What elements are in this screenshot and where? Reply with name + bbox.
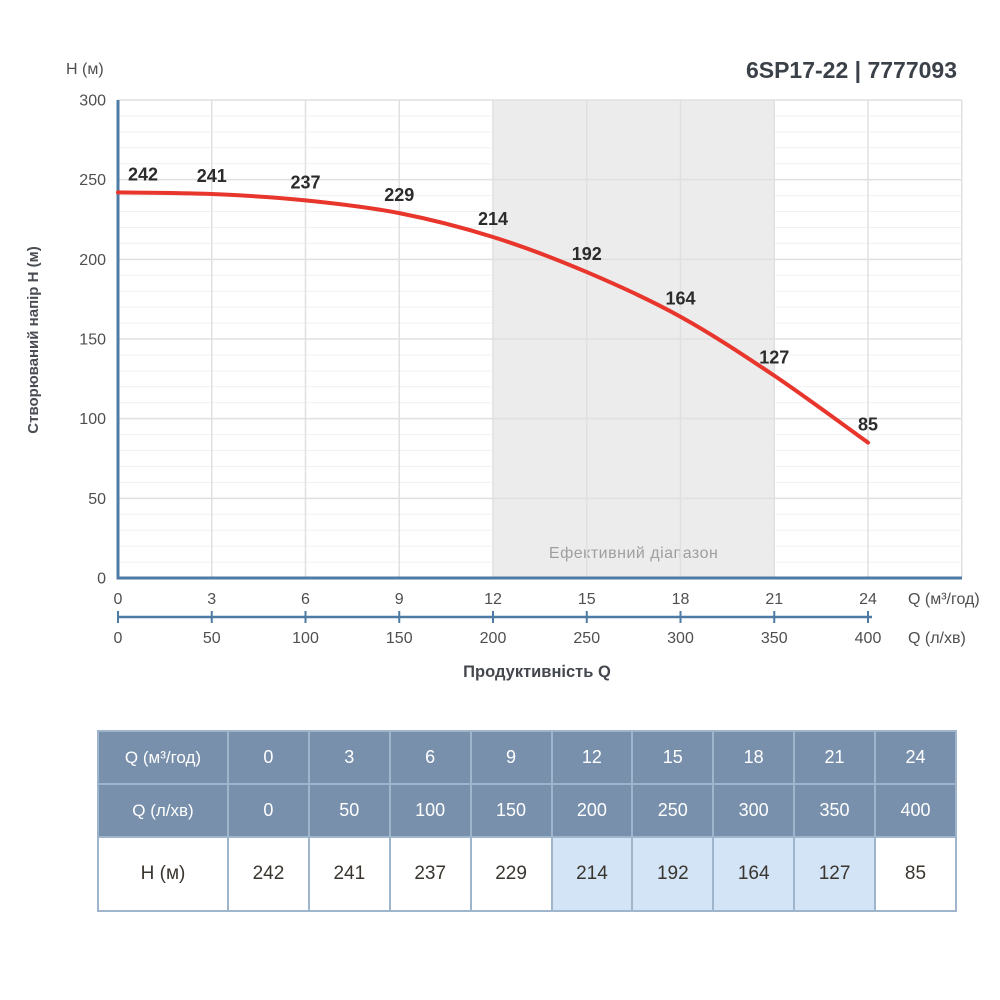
table-cell: 12 — [550, 730, 634, 785]
table-cell: 0 — [227, 730, 310, 785]
x-tick-label-lmin: 150 — [386, 630, 413, 647]
table-cell: 200 — [550, 783, 634, 838]
point-value-label: 241 — [197, 166, 227, 186]
table-cell: 237 — [388, 836, 472, 912]
x-tick-label-lmin: 0 — [114, 630, 123, 647]
x-tick-label-m3h: 24 — [859, 591, 877, 608]
data-table-section: Q (м³/год) 0 3 6 9 12 15 18 21 24 Q (л/хв) 0 50 100 15… — [97, 730, 957, 912]
x-tick-label-m3h: 15 — [578, 591, 596, 608]
point-labels: 242 241 237 229 214 192 164 127 85 — [128, 164, 878, 434]
row-label: Q (л/хв) — [97, 783, 229, 838]
point-value-label: 229 — [384, 185, 414, 205]
x-axis-primary-unit: Q (м³/год) — [908, 591, 980, 608]
y-tick-label: 0 — [97, 571, 106, 588]
hq-curve — [116, 190, 870, 445]
x-axis-title: Продуктивність Q — [463, 663, 611, 681]
table-cell: 250 — [631, 783, 715, 838]
x-tick-label-m3h: 0 — [114, 591, 123, 608]
point-value-label: 242 — [128, 164, 158, 184]
table-cell: 400 — [874, 783, 957, 838]
point-value-label: 164 — [665, 289, 695, 309]
x-tick-label-lmin: 100 — [292, 630, 319, 647]
table-cell: 85 — [874, 836, 957, 912]
y-tick-label: 50 — [88, 491, 106, 508]
x-tick-label-lmin: 400 — [855, 630, 882, 647]
pump-data-table: Q (м³/год) 0 3 6 9 12 15 18 21 24 Q (л/хв) 0 50 100 15… — [97, 730, 957, 912]
x-tick-label-lmin: 250 — [573, 630, 600, 647]
x-tick-label-m3h: 21 — [765, 591, 783, 608]
table-cell: 229 — [469, 836, 553, 912]
table-cell: 0 — [227, 783, 310, 838]
table-cell: 350 — [793, 783, 876, 838]
x-tick-label-m3h: 3 — [207, 591, 216, 608]
table-cell: 9 — [469, 730, 553, 785]
x-tick-label-lmin: 200 — [480, 630, 507, 647]
y-tick-label: 250 — [79, 172, 106, 189]
x-axis-secondary-unit: Q (л/хв) — [908, 630, 966, 647]
y-tick-label: 200 — [79, 252, 106, 269]
hq-curve-path — [116, 190, 870, 445]
table-cell: 100 — [388, 783, 472, 838]
row-label: H (м) — [97, 836, 229, 912]
y-tick-label: 300 — [79, 93, 106, 110]
table-row: Q (м³/год) 0 3 6 9 12 15 18 21 24 — [97, 730, 957, 785]
row-label: Q (м³/год) — [97, 730, 229, 785]
point-value-label: 214 — [478, 209, 508, 229]
table-cell: 6 — [388, 730, 472, 785]
x-tick-label-m3h: 18 — [672, 591, 690, 608]
point-value-label: 237 — [290, 172, 320, 192]
table-cell: 18 — [712, 730, 796, 785]
table-cell: 164 — [712, 836, 796, 912]
y-axis-unit-label: H (м) — [66, 61, 104, 78]
table-row: H (м) 242 241 237 229 214 192 164 127 85 — [97, 836, 957, 912]
x-tick-label-lmin: 50 — [203, 630, 221, 647]
x-tick-label-m3h: 6 — [301, 591, 310, 608]
point-value-label: 85 — [858, 415, 878, 435]
x-tick-label-lmin: 350 — [761, 630, 788, 647]
point-value-label: 192 — [572, 244, 602, 264]
table-cell: 192 — [631, 836, 715, 912]
effective-range-label: Ефективний діапазон — [549, 545, 718, 562]
table-cell: 127 — [793, 836, 876, 912]
y-axis-title: Створюваний напір H (м) — [25, 246, 42, 433]
x-tick-label-m3h: 12 — [484, 591, 502, 608]
table-cell: 3 — [307, 730, 391, 785]
table-cell: 300 — [712, 783, 796, 838]
table-cell: 15 — [631, 730, 715, 785]
y-tick-label: 150 — [79, 332, 106, 349]
table-row: Q (л/хв) 0 50 100 150 200 250 300 350 400 — [97, 783, 957, 838]
x-tick-label-lmin: 300 — [667, 630, 694, 647]
table-cell: 242 — [227, 836, 310, 912]
x-tick-label-m3h: 9 — [395, 591, 404, 608]
table-cell: 50 — [307, 783, 391, 838]
table-cell: 214 — [550, 836, 634, 912]
grid-major — [117, 99, 963, 579]
table-cell: 24 — [874, 730, 957, 785]
y-tick-label: 100 — [79, 411, 106, 428]
table-cell: 150 — [469, 783, 553, 838]
chart-title: 6SP17-22 | 7777093 — [746, 57, 957, 83]
axes — [116, 100, 962, 623]
table-cell: 241 — [307, 836, 391, 912]
table-cell: 21 — [793, 730, 876, 785]
tick-labels: 0 50 100 150 200 250 300 0 3 6 9 12 15 18 21 24 0 50 100 15… — [79, 93, 881, 648]
point-value-label: 127 — [759, 348, 789, 368]
